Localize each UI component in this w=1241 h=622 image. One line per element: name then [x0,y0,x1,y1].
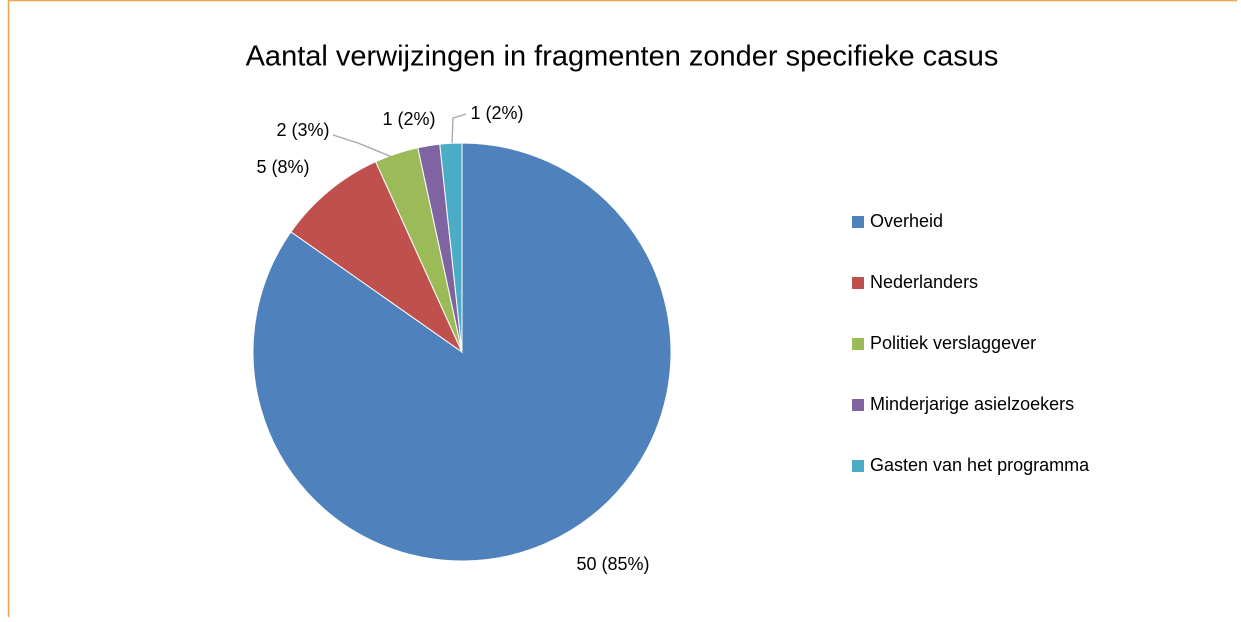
legend-swatch [852,277,864,289]
legend-swatch [852,216,864,228]
pie-slice [439,142,463,353]
legend-swatch [852,460,864,472]
legend-swatch [852,338,864,350]
data-label: 5 (8%) [256,157,309,177]
data-label: 2 (3%) [276,120,329,140]
legend-label: Nederlanders [870,272,978,292]
legend-swatch [852,399,864,411]
data-label: 1 (2%) [382,109,435,129]
legend-label: Overheid [870,211,943,231]
chart-title: Aantal verwijzingen in fragmenten zonder… [246,41,999,73]
leader-line [332,134,393,158]
chart-border [7,0,1237,617]
legend-label: Minderjarige asielzoekers [870,394,1074,414]
legend-label: Politiek verslaggever [870,333,1036,353]
pie-slice [290,161,464,354]
data-label: 1 (2%) [470,103,523,123]
legend-label: Gasten van het programma [870,455,1090,475]
data-label: 50 (85%) [576,554,649,574]
leader-line [451,113,467,144]
